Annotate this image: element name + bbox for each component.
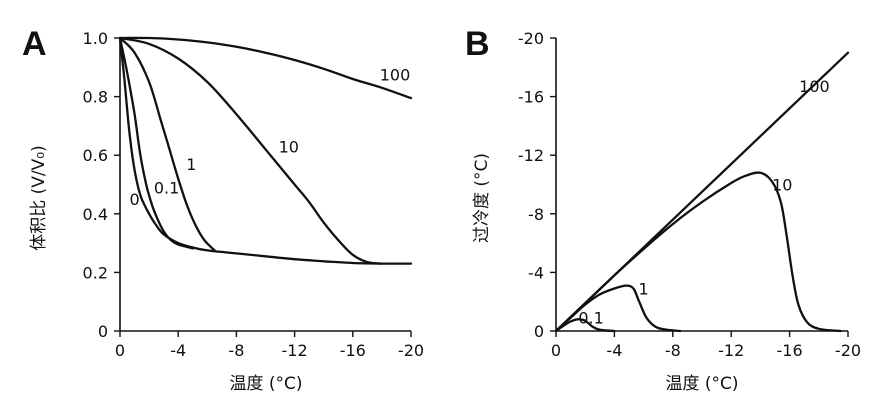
panel-a-letter: A — [22, 25, 47, 63]
panel-b-y-tick-label: -4 — [528, 263, 544, 282]
panel-a-y-tick-label: 0.4 — [83, 205, 108, 224]
panel-b-y-tick-label: -16 — [518, 88, 544, 107]
panel-a-x-tick-label: -20 — [398, 341, 424, 360]
panel-a-x-tick-label: -4 — [170, 341, 186, 360]
panel-a-x-tick-label: -12 — [282, 341, 308, 360]
panel-b-x-tick-label: -20 — [835, 341, 861, 360]
panel-a-series-10-line — [118, 36, 384, 265]
panel-b-x-tick-label: -12 — [718, 341, 744, 360]
panel-b-series-0-1-line — [554, 318, 616, 333]
panel-b-x-tick-label: -16 — [777, 341, 803, 360]
panel-b-curve-label: 0.1 — [578, 309, 603, 328]
panel-b-y-tick-label: -12 — [518, 146, 544, 165]
panel-a-curve-label: 1 — [186, 155, 196, 174]
panel-a-series-1-line — [118, 36, 216, 252]
panel-b-series-10-line — [554, 171, 842, 333]
panel-a-curve-label: 0.1 — [154, 178, 179, 197]
panel-b-x-tick-label: -8 — [665, 341, 681, 360]
panel-a-x-axis-title: 温度 (°C) — [229, 374, 302, 394]
panel-a-curve-label: 0 — [129, 190, 139, 209]
panel-a-y-tick-label: 0.6 — [83, 146, 108, 165]
panel-a-y-tick-label: 0.8 — [83, 88, 108, 107]
panel-b-y-tick-label: -20 — [518, 29, 544, 48]
panel-b-curve-label: 100 — [799, 77, 830, 96]
panel-b-y-tick-label: -8 — [528, 205, 544, 224]
panel-a-curve-label: 10 — [279, 137, 299, 156]
panel-b-curve-label: 10 — [772, 175, 792, 194]
panel-a-y-axis-title: 体积比 (V/V₀) — [29, 145, 49, 250]
panel-a-x-tick-label: 0 — [115, 341, 125, 360]
panel-a-y-tick-label: 0.2 — [83, 263, 108, 282]
panel-a-y-tick-label: 1.0 — [83, 29, 108, 48]
panel-b: B 过冷度 (°C) 温度 (°C) 0 -4 -8 -12 -16 -20 0 -4 -8 -1… — [465, 25, 861, 394]
panel-a: A 体积比 (V/V₀) 温度 (°C) 0 -4 -8 -12 -16 -20 0 0.2 0… — [22, 25, 424, 394]
panel-b-curve-label: 1 — [639, 279, 649, 298]
panel-a-series-0-line — [118, 36, 413, 265]
panel-a-series-100-line — [118, 36, 413, 100]
panel-a-x-tick-label: -16 — [340, 341, 366, 360]
panel-b-y-tick-label: 0 — [534, 322, 544, 341]
panel-a-y-tick-label: 0 — [98, 322, 108, 341]
panel-b-x-axis-title: 温度 (°C) — [665, 374, 738, 394]
panel-b-x-tick-label: -4 — [606, 341, 622, 360]
panel-a-curve-label: 100 — [380, 65, 411, 84]
panel-a-x-tick-label: -8 — [228, 341, 244, 360]
panel-b-y-axis-title: 过冷度 (°C) — [472, 153, 492, 243]
panel-a-series-0-1-line — [118, 36, 194, 250]
panel-b-x-tick-label: 0 — [551, 341, 561, 360]
panel-b-series-1-line — [554, 284, 682, 333]
panel-b-letter: B — [465, 25, 490, 63]
